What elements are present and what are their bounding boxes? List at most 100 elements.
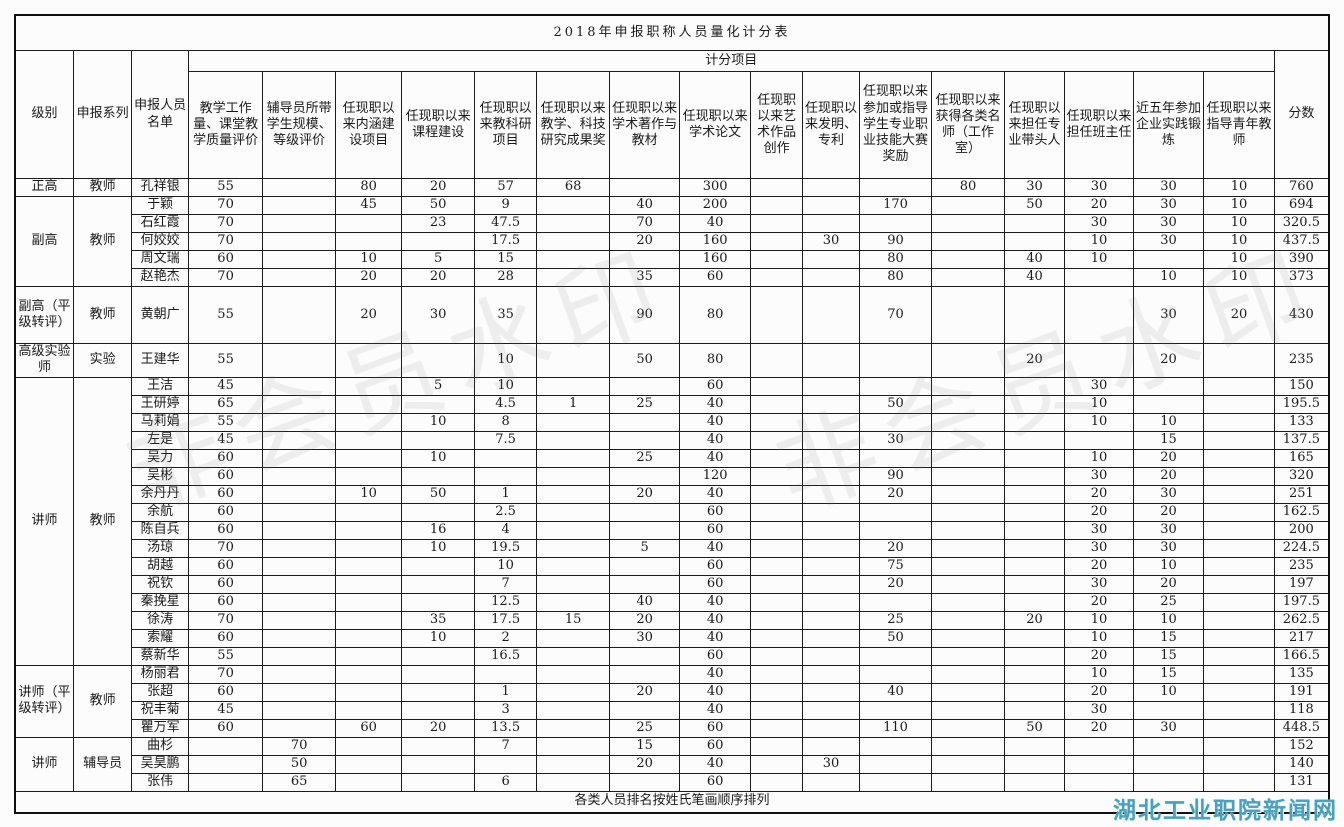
score-cell — [334, 754, 403, 774]
score-cell: 50 — [858, 394, 933, 414]
score-cell — [749, 268, 804, 287]
score-cell: 10 — [1132, 268, 1205, 287]
score-cell: 80 — [858, 268, 933, 287]
score-cell: 10 — [1203, 178, 1275, 197]
score-cell: 10 — [401, 628, 475, 648]
score-cell — [931, 394, 1005, 414]
score-cell: 25 — [1132, 592, 1205, 612]
score-cell: 40 — [1003, 268, 1066, 287]
score-cell: 20 — [1064, 718, 1134, 738]
level-cell: 正高 — [14, 178, 74, 197]
table-row: 瞿万军 60 60 20 13.5 25 60 110 50 20 30 448.5 — [15, 718, 1330, 738]
score-cell — [1003, 286, 1066, 344]
column-header: 任现职以来教学、科技研究成果奖 — [536, 71, 610, 179]
name-cell: 张伟 — [131, 772, 189, 792]
score-cell — [931, 466, 1005, 486]
score-cell — [802, 343, 860, 378]
level-cell: 讲师 — [14, 376, 74, 666]
score-cell — [536, 376, 610, 396]
score-cell — [334, 466, 403, 486]
score-cell: 1 — [536, 394, 610, 414]
total-score-cell: 140 — [1273, 754, 1330, 774]
series-cell: 实验 — [72, 343, 133, 378]
score-cell: 60 — [679, 574, 751, 594]
score-cell — [858, 412, 933, 432]
score-cell: 200 — [679, 196, 751, 215]
score-cell: 60 — [334, 718, 403, 738]
total-score-cell: 197 — [1273, 574, 1330, 594]
score-cell — [1203, 700, 1275, 720]
score-cell: 20 — [334, 268, 403, 287]
name-cell: 秦挽星 — [131, 592, 189, 612]
score-cell: 10 — [1132, 610, 1205, 630]
score-cell — [749, 502, 804, 522]
score-cell — [749, 214, 804, 233]
score-cell — [802, 178, 860, 197]
score-cell — [536, 466, 610, 486]
name-cell: 余航 — [131, 502, 189, 522]
score-cell — [1003, 484, 1066, 504]
score-cell — [262, 196, 336, 215]
series-cell: 教师 — [72, 196, 133, 287]
name-cell: 何姣姣 — [131, 232, 189, 251]
score-cell: 60 — [187, 682, 264, 702]
score-cell — [334, 556, 403, 576]
score-cell: 15 — [608, 736, 681, 756]
score-cell — [802, 394, 860, 414]
name-cell: 祝丰菊 — [131, 700, 189, 720]
score-cell — [1003, 592, 1066, 612]
score-cell — [262, 610, 336, 630]
score-cell — [401, 574, 475, 594]
score-cell: 30 — [1132, 286, 1205, 344]
score-cell — [608, 250, 681, 269]
score-cell — [401, 502, 475, 522]
score-cell: 160 — [679, 232, 751, 251]
score-cell — [931, 574, 1005, 594]
name-cell: 于颖 — [131, 196, 189, 215]
score-cell — [334, 772, 403, 792]
score-cell: 17.5 — [473, 232, 538, 251]
total-score-cell: 430 — [1273, 286, 1330, 344]
score-cell: 12.5 — [473, 592, 538, 612]
score-cell: 20 — [401, 718, 475, 738]
table-row: 徐涛 70 35 17.5 15 20 40 25 20 10 10 262.5 — [15, 610, 1330, 630]
score-cell: 55 — [187, 646, 264, 666]
score-cell — [802, 214, 860, 233]
score-cell: 50 — [608, 343, 681, 378]
score-cell — [608, 556, 681, 576]
score-cell: 160 — [679, 250, 751, 269]
score-cell — [262, 718, 336, 738]
score-cell: 30 — [1064, 178, 1134, 197]
score-cell — [802, 250, 860, 269]
score-cell: 15 — [1132, 664, 1205, 684]
score-cell — [749, 376, 804, 396]
score-cell — [262, 430, 336, 450]
score-cell — [749, 196, 804, 215]
score-cell: 25 — [608, 448, 681, 468]
score-cell — [749, 430, 804, 450]
score-cell — [802, 682, 860, 702]
score-cell: 7.5 — [473, 430, 538, 450]
score-cell: 9 — [473, 196, 538, 215]
score-cell — [262, 394, 336, 414]
score-cell: 40 — [608, 592, 681, 612]
total-score-cell: 235 — [1273, 556, 1330, 576]
score-cell — [802, 196, 860, 215]
score-cell: 30 — [608, 628, 681, 648]
score-cell — [749, 448, 804, 468]
score-cell: 30 — [1132, 196, 1205, 215]
score-cell — [749, 772, 804, 792]
table-row: 余航 60 2.5 60 20 20 162.5 — [15, 502, 1330, 522]
total-score-cell: 195.5 — [1273, 394, 1330, 414]
score-cell: 170 — [858, 196, 933, 215]
total-score-cell: 137.5 — [1273, 430, 1330, 450]
score-cell: 17.5 — [473, 610, 538, 630]
score-cell — [1003, 412, 1066, 432]
score-cell: 40 — [679, 484, 751, 504]
name-cell: 黄朝广 — [131, 286, 189, 344]
score-cell: 23 — [401, 214, 475, 233]
score-cell: 5 — [401, 250, 475, 269]
score-cell: 20 — [608, 232, 681, 251]
score-cell: 10 — [473, 556, 538, 576]
score-cell — [608, 430, 681, 450]
